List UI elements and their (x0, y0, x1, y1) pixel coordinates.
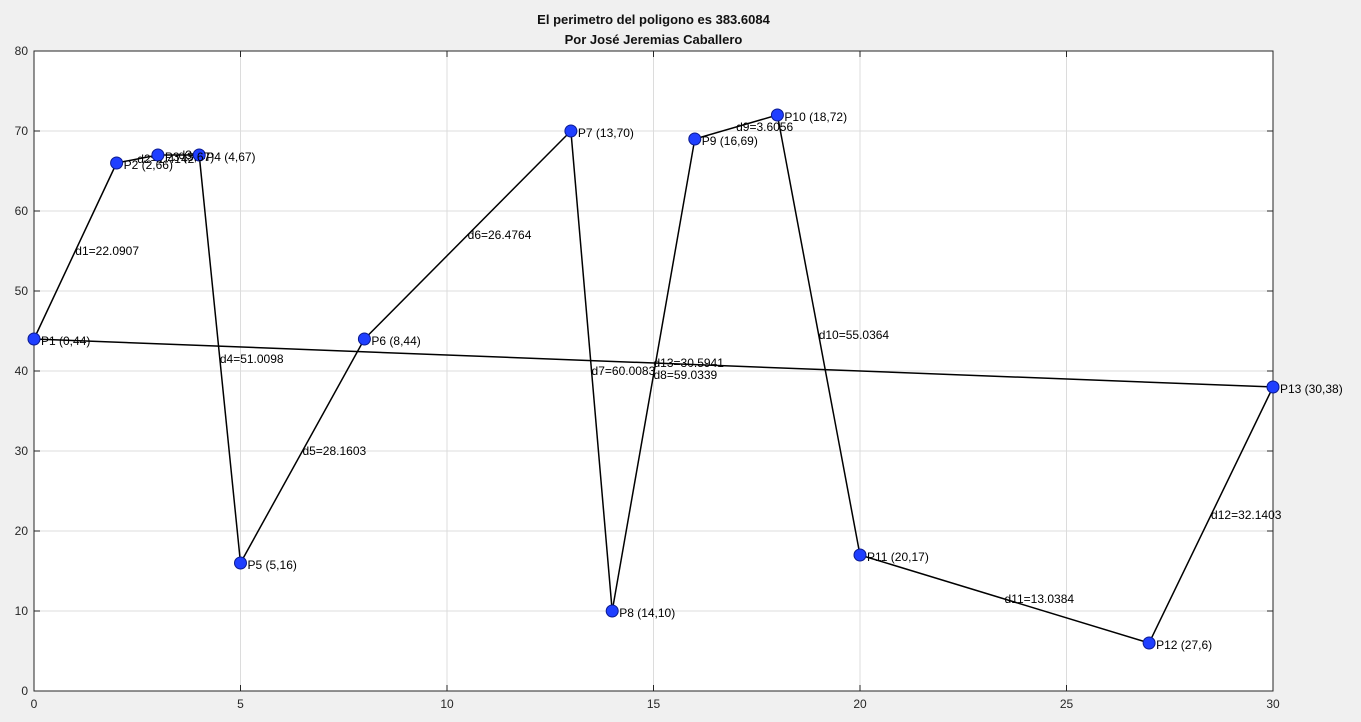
point-label: P2 (2,66) (124, 158, 173, 172)
polygon-segment (776, 114, 861, 556)
polygon-segment (116, 154, 159, 164)
polygon-segment (859, 554, 1150, 644)
polygon-segments (33, 114, 1274, 644)
polygon-segment (198, 154, 242, 564)
polygon-segment (1148, 386, 1274, 644)
x-tick-label: 30 (1266, 697, 1280, 711)
point-marker (853, 548, 867, 562)
x-tick-label: 5 (237, 697, 244, 711)
y-tick-label: 10 (15, 604, 29, 618)
point-label: P5 (5,16) (248, 558, 297, 572)
x-tick-label: 25 (1060, 697, 1074, 711)
distance-label: d4=51.0098 (220, 352, 284, 366)
y-tick-label: 40 (15, 364, 29, 378)
y-tick-label: 70 (15, 124, 29, 138)
point-marker (1266, 380, 1280, 394)
point-label: P9 (16,69) (702, 134, 758, 148)
point-label: P13 (30,38) (1280, 382, 1343, 396)
distance-label: d10=55.0364 (819, 328, 890, 342)
polygon-segment (570, 130, 613, 612)
point-marker (605, 604, 619, 618)
polygon-segment (33, 162, 118, 340)
y-tick-label: 0 (21, 684, 28, 698)
point-label: P10 (18,72) (784, 110, 847, 124)
point-marker (1142, 636, 1156, 650)
x-tick-label: 0 (31, 697, 38, 711)
chart-subtitle: Por José Jeremias Caballero (564, 32, 743, 47)
point-marker (110, 156, 124, 170)
polygon-segment (363, 130, 572, 340)
point-label: P7 (13,70) (578, 126, 634, 140)
point-marker (688, 132, 702, 146)
polygon-segment (611, 138, 696, 612)
point-label: P12 (27,6) (1156, 638, 1212, 652)
y-tick-label: 60 (15, 204, 29, 218)
point-label: P1 (0,44) (41, 334, 90, 348)
point-marker (234, 556, 247, 570)
x-tick-label: 20 (853, 697, 867, 711)
polygon-segment (694, 114, 778, 140)
distance-label: d5=28.1603 (302, 444, 366, 458)
point-markers (27, 108, 1280, 650)
distance-label: d13=30.5941 (654, 356, 725, 370)
polygon-segment (239, 338, 366, 564)
distance-label: d6=26.4764 (468, 228, 532, 242)
y-tick-label: 50 (15, 284, 29, 298)
point-label: P11 (20,17) (867, 550, 929, 564)
point-marker (564, 124, 578, 138)
point-labels: P1 (0,44) P2 (2,66)P3 (3,67)P4 (4,67) P5 (… (41, 110, 1343, 652)
distance-labels: d1=22.0907d2=1.4142d3=1d4=51.0098d5=28.1… (75, 120, 1281, 606)
x-tick-label: 10 (440, 697, 454, 711)
distance-label: d11=13.0384 (1005, 592, 1075, 606)
distance-label: d12=32.1403 (1211, 508, 1282, 522)
point-label: P8 (14,10) (619, 606, 675, 620)
point-label: P3 (3,67) (165, 150, 214, 164)
y-tick-label: 20 (15, 524, 29, 538)
plot-border (33, 50, 1274, 692)
chart-title: El perimetro del poligono es 383.6084 (537, 12, 770, 27)
distance-label: d9=3.6056 (736, 120, 793, 134)
point-label: P6 (8,44) (371, 334, 420, 348)
x-tick-label: 15 (647, 697, 661, 711)
point-marker (770, 108, 784, 122)
point-label: P4 (4,67) (206, 150, 255, 164)
y-tick-label: 80 (15, 44, 29, 58)
distance-label: d7=60.0083 (592, 364, 656, 378)
point-marker (151, 148, 165, 162)
point-marker (27, 332, 41, 346)
polygon-segment (33, 338, 1274, 388)
axes: 0 5 10 15 20 25 30 0 10 20 30 40 50 60 70 80 (15, 44, 1280, 711)
y-tick-label: 30 (15, 444, 29, 458)
point-marker (357, 332, 371, 346)
distance-label: d8=59.0339 (654, 368, 718, 382)
distance-label: d1=22.0907 (75, 244, 139, 258)
point-marker (192, 148, 206, 162)
